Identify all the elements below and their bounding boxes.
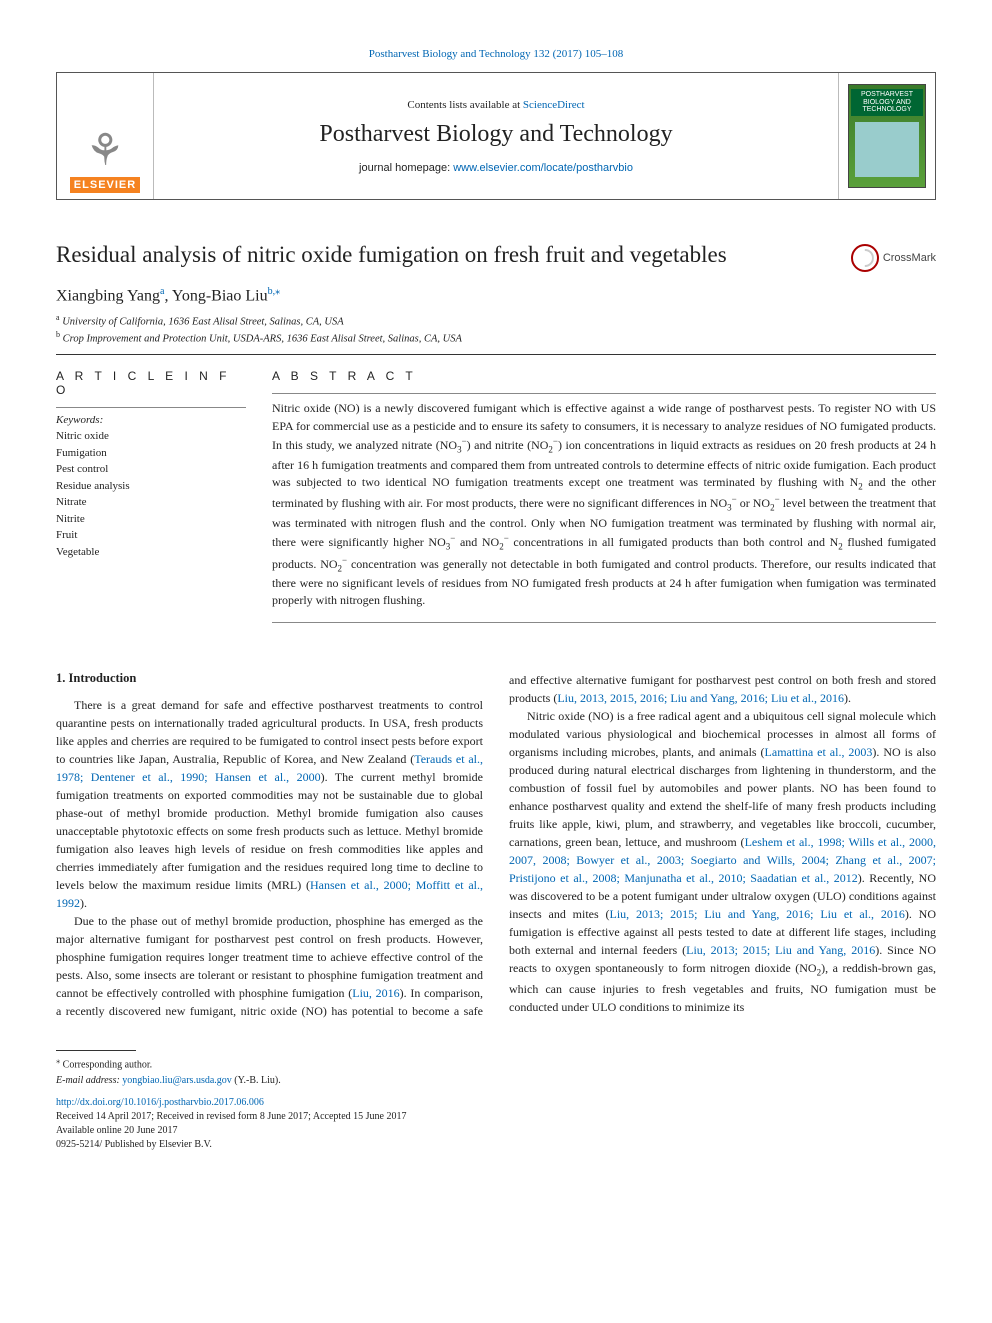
corresponding-email-link[interactable]: yongbiao.liu@ars.usda.gov (122, 1075, 231, 1086)
journal-name: Postharvest Biology and Technology (319, 121, 672, 148)
crossmark-widget[interactable]: CrossMark (851, 244, 936, 272)
keyword: Vegetable (56, 544, 246, 561)
section-head-intro: 1. Introduction (56, 671, 483, 686)
contents-line: Contents lists available at ScienceDirec… (407, 99, 584, 111)
divider (272, 622, 936, 623)
email-note: E-mail address: yongbiao.liu@ars.usda.go… (56, 1074, 936, 1088)
footnotes: ⁎ Corresponding author. E-mail address: … (56, 1055, 936, 1088)
corresponding-author-note: ⁎ Corresponding author. (56, 1055, 936, 1072)
journal-header-center: Contents lists available at ScienceDirec… (153, 73, 839, 199)
abstract-head: A B S T R A C T (272, 369, 936, 383)
abstract-text: Nitric oxide (NO) is a newly discovered … (272, 400, 936, 610)
crossmark-icon (851, 244, 879, 272)
elsevier-tree-icon: ⚘ (85, 129, 124, 173)
author-1-affil-link[interactable]: a (160, 286, 164, 297)
keywords-list: Nitric oxide Fumigation Pest control Res… (56, 428, 246, 560)
issn-line: 0925-5214/ Published by Elsevier B.V. (56, 1138, 936, 1152)
article-info-column: A R T I C L E I N F O Keywords: Nitric o… (56, 369, 246, 629)
body-paragraph: Nitric oxide (NO) is a free radical agen… (509, 707, 936, 1016)
journal-header: ⚘ ELSEVIER Contents lists available at S… (56, 72, 936, 200)
author-2[interactable]: Yong-Biao Liu (172, 287, 268, 304)
divider (56, 407, 246, 408)
article-title: Residual analysis of nitric oxide fumiga… (56, 240, 851, 270)
keywords-label: Keywords: (56, 414, 246, 426)
publisher-logo-cell: ⚘ ELSEVIER (57, 73, 153, 199)
elsevier-wordmark: ELSEVIER (70, 177, 140, 193)
divider (56, 354, 936, 355)
elsevier-logo[interactable]: ⚘ ELSEVIER (65, 83, 145, 193)
footnote-divider (56, 1050, 136, 1051)
available-online-line: Available online 20 June 2017 (56, 1124, 936, 1138)
abstract-column: A B S T R A C T Nitric oxide (NO) is a n… (272, 369, 936, 629)
journal-cover-cell: POSTHARVEST BIOLOGY AND TECHNOLOGY (839, 73, 935, 199)
author-2-affil-link[interactable]: b, (268, 286, 276, 297)
homepage-prefix: journal homepage: (359, 162, 453, 174)
affiliation-a: a University of California, 1636 East Al… (56, 313, 936, 328)
author-2-corr-link[interactable]: ⁎ (275, 286, 280, 297)
doi-link[interactable]: http://dx.doi.org/10.1016/j.postharvbio.… (56, 1097, 264, 1108)
keyword: Nitrite (56, 511, 246, 528)
keyword: Nitrate (56, 494, 246, 511)
email-label: E-mail address: (56, 1075, 122, 1086)
journal-homepage-link[interactable]: www.elsevier.com/locate/postharvbio (453, 162, 633, 174)
journal-cover-thumb[interactable]: POSTHARVEST BIOLOGY AND TECHNOLOGY (848, 84, 926, 188)
article-info-head: A R T I C L E I N F O (56, 369, 246, 397)
homepage-line: journal homepage: www.elsevier.com/locat… (359, 162, 633, 174)
running-head: Postharvest Biology and Technology 132 (… (56, 48, 936, 60)
cover-title: POSTHARVEST BIOLOGY AND TECHNOLOGY (851, 89, 923, 116)
body-columns: 1. Introduction There is a great demand … (56, 671, 936, 1020)
article-meta-block: http://dx.doi.org/10.1016/j.postharvbio.… (56, 1096, 936, 1152)
sciencedirect-link[interactable]: ScienceDirect (523, 99, 585, 111)
cover-photo-placeholder (855, 122, 920, 177)
contents-prefix: Contents lists available at (407, 99, 522, 111)
keyword: Residue analysis (56, 478, 246, 495)
crossmark-label: CrossMark (883, 252, 936, 264)
keyword: Pest control (56, 461, 246, 478)
history-line: Received 14 April 2017; Received in revi… (56, 1110, 936, 1124)
email-suffix: (Y.-B. Liu). (232, 1075, 281, 1086)
divider (272, 393, 936, 394)
body-paragraph: There is a great demand for safe and eff… (56, 696, 483, 912)
author-1[interactable]: Xiangbing Yang (56, 287, 160, 304)
keyword: Fruit (56, 527, 246, 544)
running-head-link[interactable]: Postharvest Biology and Technology 132 (… (369, 48, 623, 60)
keyword: Nitric oxide (56, 428, 246, 445)
keyword: Fumigation (56, 445, 246, 462)
affiliation-b: b Crop Improvement and Protection Unit, … (56, 330, 936, 345)
author-list: Xiangbing Yanga, Yong-Biao Liub,⁎ (56, 286, 936, 305)
